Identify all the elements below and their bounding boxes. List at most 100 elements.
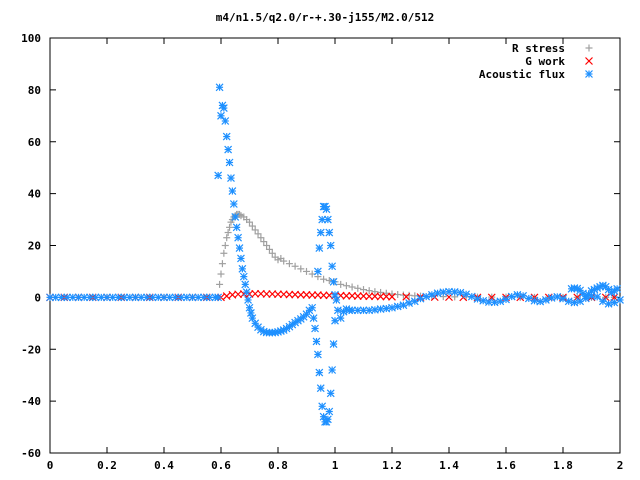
data-point (616, 296, 624, 304)
chart-title: m4/n1.5/q2.0/r-+.30-j155/M2.0/512 (216, 11, 435, 24)
data-point (114, 293, 123, 302)
data-point (328, 366, 337, 374)
data-point (217, 111, 225, 120)
data-point (227, 174, 235, 182)
data-point (51, 293, 60, 302)
legend-label: Acoustic flux (479, 68, 565, 81)
data-point (238, 264, 247, 273)
data-point (322, 205, 331, 214)
data-point (326, 241, 335, 250)
data-point (214, 171, 223, 180)
data-point (405, 299, 414, 308)
y-tick-label: -60 (21, 447, 41, 460)
data-point (536, 297, 545, 306)
data-point (285, 290, 294, 299)
data-point (332, 296, 341, 304)
x-tick-label: 0.4 (154, 459, 174, 472)
data-point (553, 292, 562, 301)
x-tick-label: 1.2 (382, 459, 402, 472)
data-point (365, 306, 374, 315)
data-point (496, 297, 505, 306)
data-point (165, 293, 174, 302)
data-point (309, 314, 318, 323)
data-point (251, 289, 260, 298)
data-point (315, 244, 324, 253)
data-point (223, 234, 231, 242)
data-point (473, 295, 482, 303)
data-point (254, 230, 262, 238)
data-point (229, 200, 238, 208)
data-point (224, 229, 232, 237)
data-point (296, 290, 305, 299)
data-point (257, 234, 265, 242)
x-tick-label: 0.2 (97, 459, 117, 472)
data-point (297, 265, 305, 273)
x-tick-label: 1.6 (496, 459, 516, 472)
data-point (456, 288, 465, 297)
x-tick-label: 1.4 (439, 459, 459, 472)
data-point (315, 368, 324, 377)
data-point (316, 228, 325, 237)
data-point (221, 242, 229, 249)
data-point (239, 272, 248, 281)
y-tick-label: 100 (21, 32, 41, 45)
data-point (219, 104, 228, 112)
data-point (329, 340, 338, 348)
data-point (320, 275, 328, 283)
y-axis: 100 80 60 40 20 0 -20 -40 -60 (21, 32, 620, 460)
y-tick-label: 20 (28, 240, 41, 253)
data-point (225, 158, 234, 167)
data-point (613, 284, 622, 293)
data-point (507, 292, 516, 301)
data-point (247, 309, 255, 317)
data-point (246, 218, 253, 226)
data-point (336, 314, 345, 323)
data-point (353, 292, 362, 301)
data-point (354, 284, 362, 292)
data-point (308, 303, 317, 312)
data-point (262, 290, 271, 298)
data-point (232, 223, 241, 232)
x-tick-label: 2 (617, 459, 624, 472)
data-point (217, 270, 225, 278)
legend-label: G work (525, 55, 565, 68)
data-point (325, 228, 334, 237)
data-point (371, 288, 379, 296)
data-point (220, 249, 228, 257)
data-point (214, 293, 223, 302)
data-point (265, 245, 273, 253)
data-point (312, 337, 321, 346)
data-point (245, 303, 254, 312)
data-point (268, 249, 276, 257)
legend-marker (585, 44, 593, 52)
data-point (360, 286, 367, 294)
data-point (323, 415, 332, 424)
data-point (316, 384, 325, 393)
data-point (224, 145, 233, 154)
data-point (388, 292, 396, 301)
data-point (231, 213, 240, 221)
y-tick-label: -20 (21, 343, 41, 356)
series-layer (46, 83, 624, 426)
data-point (263, 242, 271, 249)
data-point (318, 402, 327, 411)
x-axis: 0 0.2 0.4 0.6 0.8 1 1.2 1.4 1.6 1.8 2 (47, 38, 624, 472)
data-point (342, 282, 350, 290)
data-point (348, 306, 357, 315)
data-point (319, 291, 328, 300)
data-point (323, 215, 332, 224)
data-point (242, 288, 251, 297)
data-point (248, 222, 256, 230)
plot-border (49, 37, 621, 454)
data-point (131, 293, 140, 302)
series-r-stress (46, 210, 618, 301)
data-point (63, 293, 72, 302)
data-point (376, 292, 385, 301)
data-point (328, 262, 337, 271)
data-point (216, 280, 224, 288)
data-point (342, 291, 351, 300)
legend-label: R stress (512, 42, 565, 55)
data-point (218, 260, 226, 268)
